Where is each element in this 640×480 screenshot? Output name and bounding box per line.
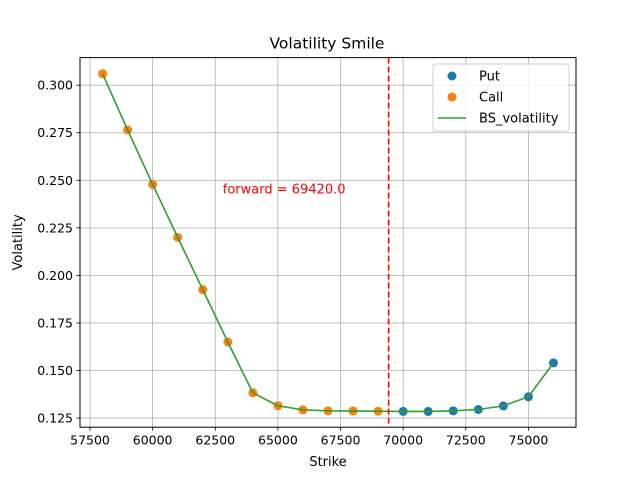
x-tick-label: 60000: [133, 433, 173, 448]
grid: [80, 57, 576, 428]
series-line-bs-volatility: [101, 73, 555, 413]
legend-marker-put: [447, 71, 457, 81]
x-tick-label: 62500: [195, 433, 235, 448]
x-tick-label: 75000: [509, 433, 549, 448]
y-tick-label: 0.250: [37, 173, 73, 188]
legend-marker-call: [447, 92, 457, 102]
chart-title: Volatility Smile: [270, 35, 385, 53]
legend-label-put: Put: [479, 70, 500, 85]
y-tick-label: 0.150: [37, 363, 73, 378]
plot-content: [98, 57, 558, 428]
x-tick-label: 72500: [446, 433, 486, 448]
y-axis-title: Volatility: [11, 214, 26, 270]
y-tick-label: 0.175: [37, 315, 73, 330]
y-tick-label: 0.125: [37, 411, 73, 426]
y-axis: 0.125 0.150 0.175 0.200 0.225 0.250 0.275 0.300: [37, 78, 80, 426]
x-tick-label: 70000: [383, 433, 423, 448]
x-tick-label: 57500: [70, 433, 110, 448]
legend-box: [432, 63, 570, 132]
y-tick-label: 0.275: [37, 125, 73, 140]
plot-frame: [79, 57, 577, 428]
y-tick-label: 0.300: [37, 78, 73, 93]
x-axis: 57500 60000 62500 65000 67500 70000 72500 75000: [70, 427, 548, 448]
x-tick-label: 65000: [258, 433, 298, 448]
x-tick-label: 67500: [321, 433, 361, 448]
forward-annotation: forward = 69420.0: [223, 182, 346, 197]
legend-label-bs-volatility: BS_volatility: [479, 112, 559, 127]
legend-label-call: Call: [479, 91, 503, 106]
x-axis-title: Strike: [309, 455, 346, 470]
legend: Put Call BS_volatility: [432, 63, 570, 132]
y-tick-label: 0.200: [37, 268, 73, 283]
y-tick-label: 0.225: [37, 220, 73, 235]
